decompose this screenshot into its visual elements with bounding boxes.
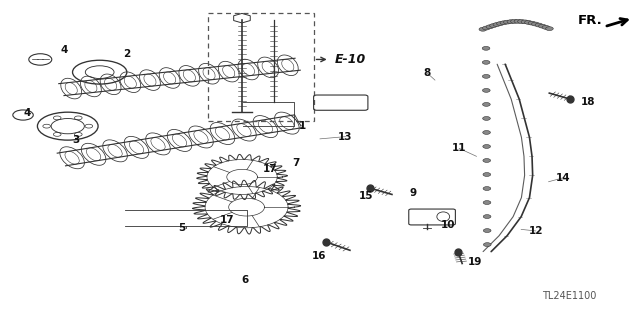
Circle shape (486, 25, 493, 29)
Circle shape (479, 27, 486, 31)
Circle shape (483, 173, 491, 176)
Text: 1: 1 (298, 121, 306, 131)
Text: 4: 4 (24, 108, 31, 118)
Text: 12: 12 (529, 226, 543, 236)
Circle shape (525, 20, 532, 24)
Circle shape (539, 24, 547, 28)
Circle shape (483, 116, 490, 120)
Circle shape (483, 60, 490, 64)
Text: 13: 13 (339, 132, 353, 142)
Circle shape (483, 201, 491, 204)
Circle shape (514, 19, 522, 23)
Text: 2: 2 (123, 49, 130, 59)
Circle shape (507, 20, 515, 24)
Text: 10: 10 (440, 219, 455, 230)
Circle shape (493, 23, 500, 26)
Bar (208, 13, 314, 122)
Circle shape (483, 102, 490, 106)
Circle shape (504, 20, 511, 24)
Text: FR.: FR. (577, 14, 602, 27)
Circle shape (528, 21, 536, 25)
Circle shape (483, 145, 490, 148)
Circle shape (542, 26, 550, 29)
Text: 8: 8 (424, 68, 431, 78)
Text: 5: 5 (179, 223, 186, 233)
Text: 4: 4 (61, 45, 68, 55)
Circle shape (483, 26, 490, 30)
Text: 17: 17 (220, 215, 235, 226)
Text: 11: 11 (452, 143, 467, 153)
Text: 7: 7 (292, 158, 300, 168)
Circle shape (483, 229, 491, 233)
Text: 18: 18 (581, 97, 595, 107)
Circle shape (521, 20, 529, 24)
Circle shape (483, 215, 491, 219)
Circle shape (483, 187, 491, 190)
Circle shape (532, 22, 540, 26)
Circle shape (483, 159, 491, 162)
Circle shape (490, 24, 497, 27)
Circle shape (482, 47, 490, 50)
Circle shape (518, 19, 525, 23)
Circle shape (483, 243, 491, 247)
Circle shape (500, 21, 508, 25)
Text: TL24E1100: TL24E1100 (542, 291, 596, 301)
Circle shape (511, 19, 518, 23)
Circle shape (545, 27, 553, 31)
Circle shape (483, 130, 490, 134)
Text: 3: 3 (72, 135, 79, 145)
Circle shape (483, 88, 490, 92)
Text: 9: 9 (409, 188, 416, 198)
Text: 14: 14 (556, 173, 570, 183)
Text: 16: 16 (312, 251, 326, 261)
Text: 6: 6 (241, 275, 248, 285)
Text: 17: 17 (263, 164, 278, 174)
Text: E-10: E-10 (335, 53, 366, 66)
Text: 15: 15 (359, 191, 373, 201)
Circle shape (483, 74, 490, 78)
Circle shape (497, 22, 504, 26)
Circle shape (535, 23, 543, 27)
Text: 19: 19 (467, 257, 482, 267)
